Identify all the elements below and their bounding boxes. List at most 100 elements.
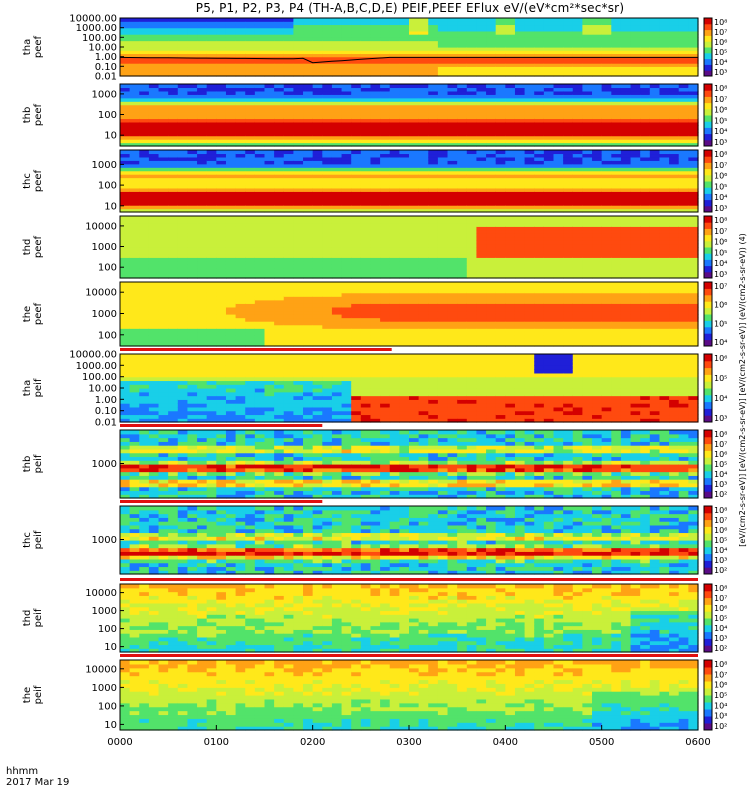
heatmap-cell bbox=[120, 156, 131, 161]
heatmap-cell bbox=[129, 18, 140, 22]
heatmap-cell bbox=[274, 121, 285, 126]
heatmap-cell bbox=[235, 342, 246, 347]
heatmap-cell bbox=[216, 101, 227, 106]
heatmap-cell bbox=[312, 150, 323, 155]
heatmap-cell bbox=[649, 135, 661, 140]
heatmap-cell bbox=[437, 21, 449, 26]
heatmap-cell bbox=[254, 115, 266, 120]
heatmap-cell bbox=[399, 219, 410, 224]
heatmap-cell bbox=[572, 47, 583, 51]
heatmap-cell bbox=[158, 324, 169, 329]
heatmap-cell bbox=[197, 177, 208, 182]
heatmap-cell bbox=[437, 236, 449, 241]
heatmap-cell bbox=[592, 233, 603, 238]
heatmap-cell bbox=[216, 59, 227, 64]
heatmap-cell bbox=[601, 47, 612, 51]
heatmap-cell bbox=[630, 257, 641, 262]
heatmap-cell bbox=[495, 115, 506, 120]
heatmap-cell bbox=[592, 69, 603, 74]
heatmap-cell bbox=[312, 233, 323, 238]
heatmap-cell bbox=[322, 125, 333, 130]
heatmap-cell bbox=[620, 34, 632, 38]
heatmap-cell bbox=[360, 101, 372, 106]
heatmap-cell bbox=[197, 264, 208, 269]
heatmap-cell bbox=[437, 104, 449, 109]
heatmap-cell bbox=[669, 59, 680, 64]
heatmap-cell bbox=[322, 142, 333, 147]
heatmap-cell bbox=[168, 18, 179, 22]
heatmap-cell bbox=[206, 21, 217, 26]
heatmap-cell bbox=[418, 108, 429, 113]
heatmap-cell bbox=[139, 56, 150, 61]
heatmap-cell bbox=[495, 271, 506, 276]
heatmap-cell bbox=[659, 153, 670, 158]
heatmap-cell bbox=[303, 37, 314, 42]
heatmap-cell bbox=[505, 150, 516, 155]
heatmap-cell bbox=[216, 27, 227, 32]
heatmap-cell bbox=[409, 306, 420, 312]
heatmap-cell bbox=[447, 125, 458, 130]
heatmap-cell bbox=[572, 43, 583, 48]
heatmap-cell bbox=[389, 289, 400, 294]
heatmap-cell bbox=[148, 56, 160, 61]
heatmap-cell bbox=[206, 115, 217, 120]
heatmap-cell bbox=[139, 296, 150, 301]
heatmap-cell bbox=[351, 111, 362, 116]
heatmap-cell bbox=[341, 27, 352, 32]
heatmap-cell bbox=[225, 184, 237, 189]
heatmap-cell bbox=[216, 84, 227, 89]
heatmap-cell bbox=[659, 101, 670, 106]
heatmap-cell bbox=[418, 153, 429, 158]
heatmap-cell bbox=[428, 198, 439, 203]
heatmap-cell bbox=[216, 299, 227, 304]
heatmap-cell bbox=[630, 167, 641, 172]
heatmap-cell bbox=[129, 303, 140, 308]
heatmap-cell bbox=[399, 299, 410, 304]
heatmap-cell bbox=[514, 222, 526, 227]
heatmap-cell bbox=[495, 40, 506, 45]
heatmap-cell bbox=[563, 184, 574, 189]
heatmap-cell bbox=[630, 139, 641, 144]
heatmap-cell bbox=[370, 233, 381, 238]
heatmap-cell bbox=[274, 97, 285, 102]
heatmap-cell bbox=[158, 216, 169, 221]
heatmap-cell bbox=[206, 90, 217, 95]
heatmap-cell bbox=[283, 37, 294, 42]
heatmap-cell bbox=[312, 236, 323, 241]
heatmap-cell bbox=[120, 271, 131, 276]
heatmap-cell bbox=[669, 97, 680, 102]
heatmap-cell bbox=[216, 170, 227, 175]
heatmap-cell bbox=[428, 108, 439, 113]
heatmap-cell bbox=[254, 267, 266, 272]
heatmap-cell bbox=[409, 271, 420, 276]
heatmap-cell bbox=[254, 205, 266, 210]
heatmap-cell bbox=[447, 264, 458, 269]
heatmap-cell bbox=[582, 243, 593, 248]
heatmap-cell bbox=[197, 69, 208, 74]
heatmap-cell bbox=[659, 233, 670, 238]
heatmap-cell bbox=[409, 317, 420, 322]
heatmap-cell bbox=[206, 18, 217, 22]
heatmap-cell bbox=[630, 233, 641, 238]
heatmap-cell bbox=[197, 250, 208, 255]
heatmap-cell bbox=[168, 321, 179, 326]
heatmap-cell bbox=[312, 264, 323, 269]
heatmap-cell bbox=[543, 219, 555, 224]
heatmap-cell bbox=[254, 63, 266, 67]
heatmap-cell bbox=[360, 191, 372, 196]
heatmap-cell bbox=[688, 240, 699, 245]
heatmap-cell bbox=[274, 18, 285, 22]
heatmap-cell bbox=[669, 101, 680, 106]
heatmap-cell bbox=[649, 191, 661, 196]
heatmap-cell bbox=[553, 187, 564, 192]
heatmap-cell bbox=[158, 121, 169, 126]
heatmap-cell bbox=[457, 115, 468, 120]
heatmap-cell bbox=[351, 43, 362, 48]
heatmap-cell bbox=[254, 201, 266, 206]
heatmap-cell bbox=[168, 56, 179, 61]
heatmap-cell bbox=[360, 306, 372, 312]
heatmap-cell bbox=[428, 226, 439, 231]
heatmap-cell bbox=[380, 253, 391, 258]
heatmap-cell bbox=[659, 27, 670, 32]
heatmap-cell bbox=[601, 21, 612, 26]
